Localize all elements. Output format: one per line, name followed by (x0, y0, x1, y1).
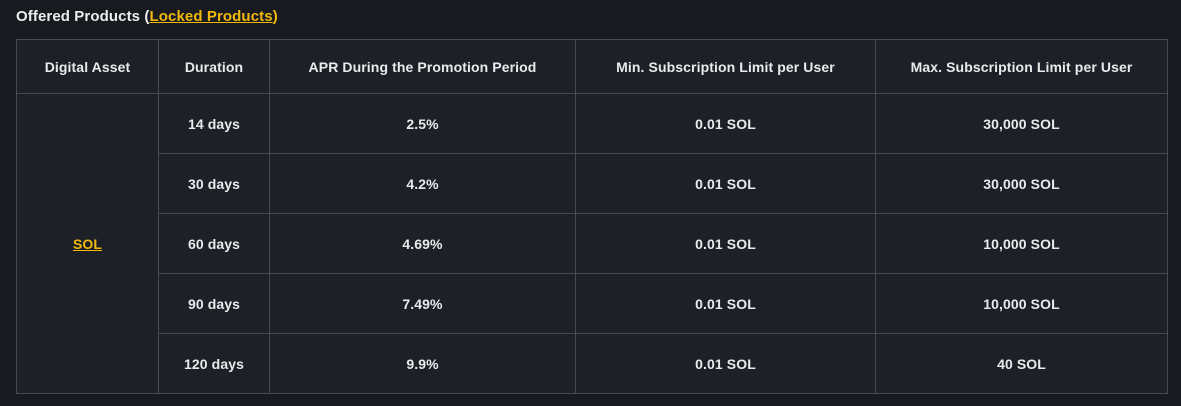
duration-cell: 30 days (158, 153, 270, 214)
max-limit-cell: 30,000 SOL (875, 93, 1168, 154)
sol-asset-link[interactable]: SOL (72, 235, 103, 252)
duration-cell: 14 days (158, 93, 270, 154)
page: Offered Products (Locked Products) Digit… (16, 7, 1168, 394)
duration-cell: 120 days (158, 333, 270, 394)
page-title-prefix: Offered Products ( (16, 8, 150, 25)
header-min-limit: Min. Subscription Limit per User (575, 39, 876, 94)
apr-cell: 2.5% (269, 93, 576, 154)
min-limit-cell: 0.01 SOL (575, 333, 876, 394)
min-limit-cell: 0.01 SOL (575, 213, 876, 274)
header-duration: Duration (158, 39, 270, 94)
table-header-row: Digital Asset Duration APR During the Pr… (16, 39, 1168, 94)
apr-cell: 4.69% (269, 213, 576, 274)
digital-asset-cell: SOL (16, 93, 159, 394)
table-row: 120 days 9.9% 0.01 SOL 40 SOL (17, 333, 1168, 394)
offered-products-table: Digital Asset Duration APR During the Pr… (16, 39, 1168, 394)
table-row: 90 days 7.49% 0.01 SOL 10,000 SOL (17, 273, 1168, 334)
min-limit-cell: 0.01 SOL (575, 153, 876, 214)
duration-cell: 90 days (158, 273, 270, 334)
min-limit-cell: 0.01 SOL (575, 273, 876, 334)
max-limit-cell: 30,000 SOL (875, 153, 1168, 214)
apr-cell: 7.49% (269, 273, 576, 334)
page-title-suffix: ) (272, 8, 278, 25)
min-limit-cell: 0.01 SOL (575, 93, 876, 154)
header-apr: APR During the Promotion Period (269, 39, 576, 94)
duration-cell: 60 days (158, 213, 270, 274)
table-row: 30 days 4.2% 0.01 SOL 30,000 SOL (17, 153, 1168, 214)
table-row: 60 days 4.69% 0.01 SOL 10,000 SOL (17, 213, 1168, 274)
header-max-limit: Max. Subscription Limit per User (875, 39, 1168, 94)
header-digital-asset: Digital Asset (16, 39, 159, 94)
apr-cell: 4.2% (269, 153, 576, 214)
max-limit-cell: 10,000 SOL (875, 213, 1168, 274)
max-limit-cell: 10,000 SOL (875, 273, 1168, 334)
apr-cell: 9.9% (269, 333, 576, 394)
page-title: Offered Products (Locked Products) (16, 7, 1167, 27)
locked-products-link[interactable]: Locked Products (149, 8, 273, 25)
max-limit-cell: 40 SOL (875, 333, 1168, 394)
table-row: SOL 14 days 2.5% 0.01 SOL 30,000 SOL (16, 93, 1168, 394)
